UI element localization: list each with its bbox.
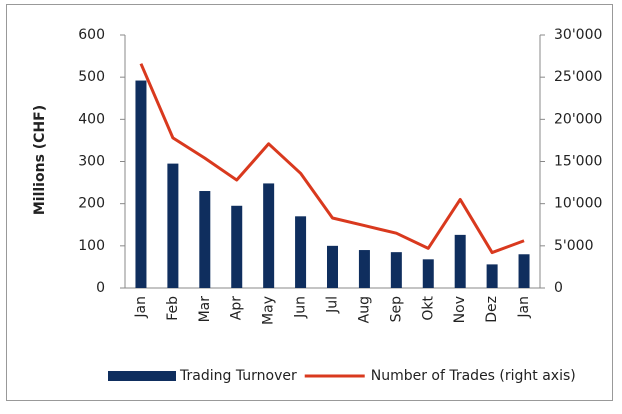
y-tick-label: 0 xyxy=(96,280,105,296)
x-tick-label: May xyxy=(261,296,277,325)
x-tick-label: Jan xyxy=(133,296,149,319)
x-tick-label: Jul xyxy=(325,296,341,314)
y-tick-label: 600 xyxy=(78,27,105,43)
y2-tick-label: 5'000 xyxy=(554,238,593,254)
line-series xyxy=(139,63,525,255)
x-tick-label: Dez xyxy=(484,296,500,323)
y-tick-label: 500 xyxy=(78,69,105,85)
legend-label: Trading Turnover xyxy=(179,368,297,384)
bar xyxy=(199,191,211,288)
y2-tick-label: 25'000 xyxy=(554,69,602,85)
bar xyxy=(295,216,307,288)
x-tick-label: Okt xyxy=(420,295,436,320)
bar xyxy=(327,245,338,288)
y-tick-label: 200 xyxy=(78,196,105,212)
bar xyxy=(518,254,530,288)
x-tick-label: Sep xyxy=(388,296,404,323)
bar xyxy=(263,183,275,288)
bar xyxy=(358,250,370,288)
x-tick-label: Jun xyxy=(293,296,309,319)
legend-label: Number of Trades (right axis) xyxy=(371,368,576,384)
y-axis-label: Millions (CHF) xyxy=(32,105,48,215)
bar xyxy=(486,264,498,288)
bar xyxy=(167,163,179,288)
bar xyxy=(135,80,147,288)
x-tick-label: Feb xyxy=(165,296,181,321)
bar xyxy=(231,205,243,288)
x-tick-label: Nov xyxy=(452,296,468,323)
y2-tick-label: 10'000 xyxy=(554,196,602,212)
bar xyxy=(454,234,466,288)
x-tick-label: Mar xyxy=(197,296,213,323)
chart-frame xyxy=(6,4,613,401)
y-tick-label: 400 xyxy=(78,111,105,127)
y2-tick-label: 15'000 xyxy=(554,154,602,170)
y2-tick-label: 0 xyxy=(554,280,563,296)
x-tick-label: Jan xyxy=(516,296,532,319)
bar xyxy=(390,252,402,288)
x-tick-label: Apr xyxy=(229,296,245,320)
y2-tick-label: 20'000 xyxy=(554,111,602,127)
y2-tick-label: 30'000 xyxy=(554,27,602,43)
y-tick-label: 300 xyxy=(78,154,105,170)
bar xyxy=(422,259,434,288)
y-tick-label: 100 xyxy=(78,238,105,254)
x-tick-label: Aug xyxy=(356,296,372,323)
legend-swatch xyxy=(108,371,176,381)
